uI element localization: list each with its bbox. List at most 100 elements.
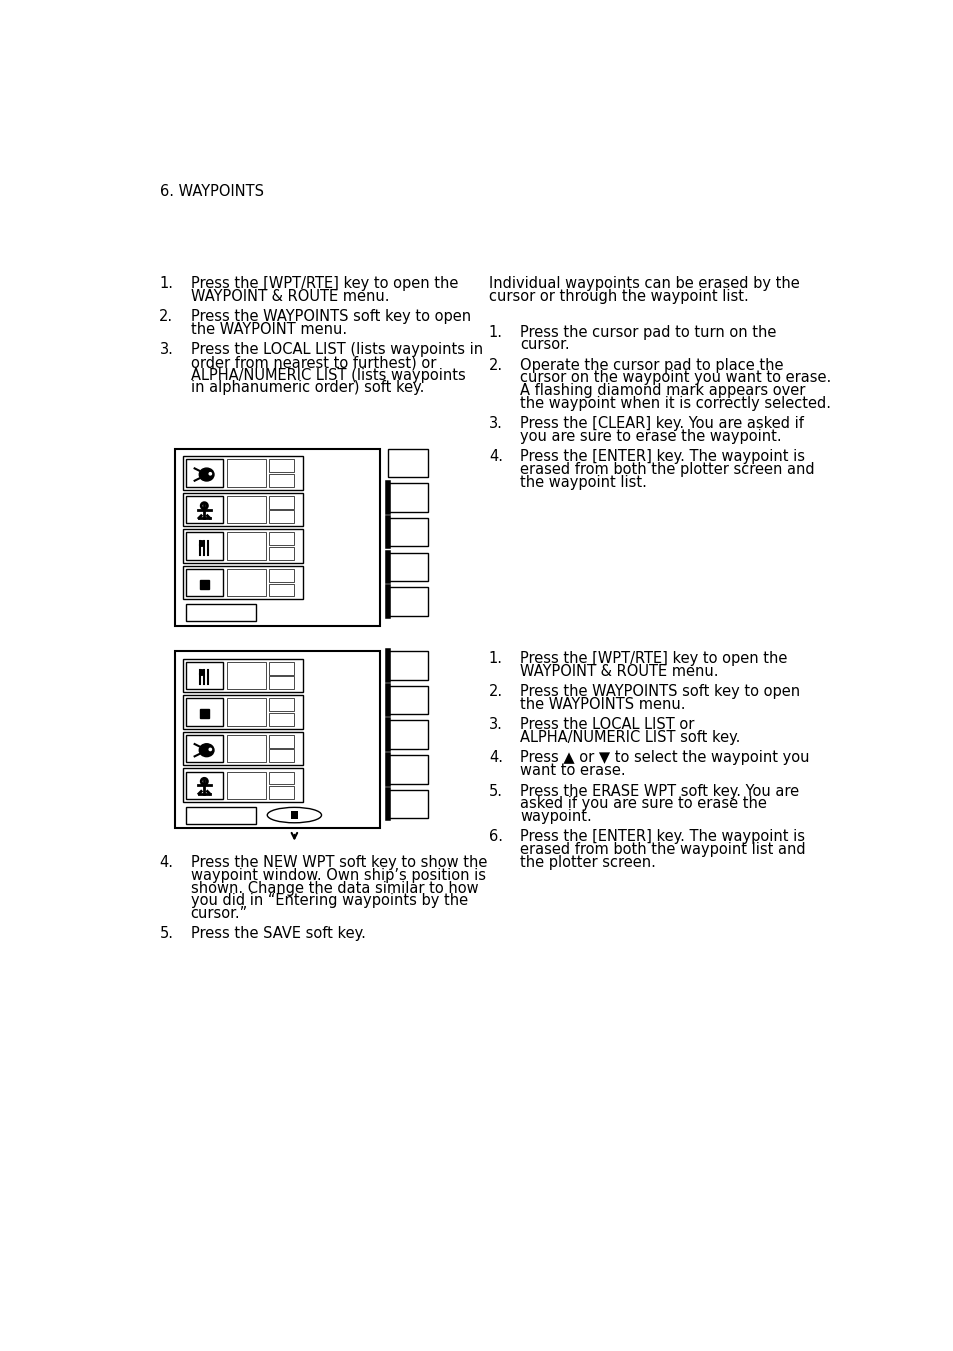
Circle shape [209, 473, 212, 476]
Text: 6. WAYPOINTS: 6. WAYPOINTS [159, 184, 263, 199]
Text: erased from both the plotter screen and: erased from both the plotter screen and [519, 462, 814, 477]
Text: WAYPOINT & ROUTE menu.: WAYPOINT & ROUTE menu. [191, 289, 389, 304]
Bar [183, 769, 303, 802]
Text: Press the [ENTER] key. The waypoint is: Press the [ENTER] key. The waypoint is [519, 450, 804, 465]
Bar [186, 496, 222, 523]
Bar [269, 547, 294, 559]
Text: Press the LOCAL LIST or: Press the LOCAL LIST or [519, 717, 694, 732]
Text: 1.: 1. [488, 324, 502, 339]
Text: Press the [CLEAR] key. You are asked if: Press the [CLEAR] key. You are asked if [519, 416, 803, 431]
Text: 3.: 3. [159, 342, 173, 357]
Bar [183, 732, 303, 766]
Text: 2.: 2. [159, 309, 173, 324]
Bar [269, 735, 294, 748]
Text: Press the cursor pad to turn on the: Press the cursor pad to turn on the [519, 324, 776, 339]
Bar [183, 566, 303, 600]
Bar [186, 459, 222, 486]
Text: 1.: 1. [488, 651, 502, 666]
Bar [269, 698, 294, 712]
Bar [388, 651, 428, 680]
Bar [227, 698, 265, 725]
Text: Press the WAYPOINTS soft key to open: Press the WAYPOINTS soft key to open [519, 684, 800, 700]
Text: the plotter screen.: the plotter screen. [519, 855, 655, 870]
Text: 4.: 4. [159, 855, 173, 870]
Ellipse shape [199, 744, 213, 757]
Bar [269, 511, 294, 523]
Text: 4.: 4. [488, 450, 502, 465]
Text: you did in “Entering waypoints by the: you did in “Entering waypoints by the [191, 893, 467, 908]
Text: Operate the cursor pad to place the: Operate the cursor pad to place the [519, 358, 782, 373]
Bar [186, 569, 222, 596]
Bar [183, 493, 303, 527]
Bar [186, 807, 255, 824]
Bar [186, 698, 222, 725]
Text: Press the [WPT/RTE] key to open the: Press the [WPT/RTE] key to open the [191, 276, 457, 290]
Bar [174, 651, 380, 828]
Text: 6.: 6. [488, 830, 502, 844]
Text: 5.: 5. [159, 927, 173, 942]
Bar [186, 662, 222, 689]
Text: 3.: 3. [489, 717, 502, 732]
Ellipse shape [267, 808, 321, 823]
Bar [227, 569, 265, 596]
Text: the WAYPOINTS menu.: the WAYPOINTS menu. [519, 697, 684, 712]
Text: in alphanumeric order) soft key.: in alphanumeric order) soft key. [191, 381, 423, 396]
Bar [388, 553, 428, 581]
Text: Individual waypoints can be erased by the: Individual waypoints can be erased by th… [488, 276, 799, 290]
Text: Press the SAVE soft key.: Press the SAVE soft key. [191, 927, 365, 942]
Text: the waypoint when it is correctly selected.: the waypoint when it is correctly select… [519, 396, 830, 411]
Text: A flashing diamond mark appears over: A flashing diamond mark appears over [519, 384, 804, 399]
Text: 5.: 5. [488, 784, 502, 798]
Bar [269, 569, 294, 582]
Bar [269, 584, 294, 596]
Bar [183, 696, 303, 728]
Text: Press the [WPT/RTE] key to open the: Press the [WPT/RTE] key to open the [519, 651, 786, 666]
Bar [186, 771, 222, 798]
Ellipse shape [199, 467, 213, 481]
Bar [269, 713, 294, 725]
Text: shown. Change the data similar to how: shown. Change the data similar to how [191, 881, 477, 896]
Bar [183, 530, 303, 563]
Bar [199, 580, 209, 589]
Bar [269, 532, 294, 546]
Bar [388, 686, 428, 715]
Text: WAYPOINT & ROUTE menu.: WAYPOINT & ROUTE menu. [519, 663, 718, 678]
Bar [186, 604, 255, 621]
Bar [291, 811, 298, 819]
Text: cursor.”: cursor.” [191, 907, 248, 921]
Text: cursor or through the waypoint list.: cursor or through the waypoint list. [488, 289, 748, 304]
Text: 2.: 2. [488, 358, 502, 373]
Bar [388, 449, 428, 477]
Bar [269, 786, 294, 798]
Text: the WAYPOINT menu.: the WAYPOINT menu. [191, 322, 346, 336]
Bar [227, 662, 265, 689]
Bar [388, 790, 428, 819]
Bar [388, 588, 428, 616]
Text: you are sure to erase the waypoint.: you are sure to erase the waypoint. [519, 428, 781, 444]
Bar [183, 457, 303, 490]
Text: erased from both the waypoint list and: erased from both the waypoint list and [519, 842, 804, 857]
Text: Press ▲ or ▼ to select the waypoint you: Press ▲ or ▼ to select the waypoint you [519, 750, 808, 766]
Bar [183, 659, 303, 692]
Circle shape [209, 748, 212, 751]
Text: Press the ERASE WPT soft key. You are: Press the ERASE WPT soft key. You are [519, 784, 799, 798]
Bar [388, 484, 428, 512]
Text: waypoint.: waypoint. [519, 809, 591, 824]
Text: Press the [ENTER] key. The waypoint is: Press the [ENTER] key. The waypoint is [519, 830, 804, 844]
Text: asked if you are sure to erase the: asked if you are sure to erase the [519, 796, 766, 811]
Bar [388, 720, 428, 748]
Bar [388, 755, 428, 784]
Text: Press the LOCAL LIST (lists waypoints in: Press the LOCAL LIST (lists waypoints in [191, 342, 482, 357]
Bar [269, 677, 294, 689]
Bar [186, 735, 222, 762]
Bar [199, 709, 209, 719]
Bar [269, 750, 294, 762]
Bar [227, 459, 265, 486]
Bar [269, 662, 294, 674]
Text: the waypoint list.: the waypoint list. [519, 474, 646, 490]
Text: 3.: 3. [489, 416, 502, 431]
Bar [227, 771, 265, 798]
Bar [186, 532, 222, 559]
Bar [227, 735, 265, 762]
Text: 2.: 2. [488, 684, 502, 700]
